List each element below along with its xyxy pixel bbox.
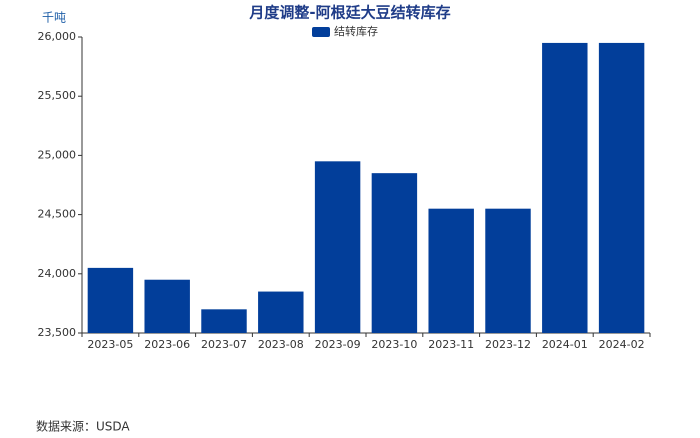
bar bbox=[598, 42, 645, 334]
source: 数据来源：USDA bbox=[36, 419, 130, 434]
x-tick-label: 2023-12 bbox=[485, 338, 531, 351]
bar bbox=[314, 161, 361, 333]
bar bbox=[428, 208, 474, 333]
chart-title: 月度调整-阿根廷大豆结转库存 bbox=[248, 4, 450, 22]
x-tick-label: 2023-09 bbox=[315, 338, 361, 351]
x-tick-label: 2023-06 bbox=[144, 338, 190, 351]
bar bbox=[144, 279, 190, 333]
legend-swatch bbox=[312, 27, 330, 37]
x-tick-label: 2023-07 bbox=[201, 338, 247, 351]
y-tick-label: 25,000 bbox=[38, 148, 77, 161]
bar bbox=[201, 309, 247, 333]
bar bbox=[371, 173, 418, 333]
y-tick-label: 25,500 bbox=[38, 89, 77, 102]
unit-label: 千吨 bbox=[42, 11, 66, 25]
y-tick-label: 26,000 bbox=[38, 30, 77, 43]
y-tick-label: 23,500 bbox=[38, 326, 77, 339]
x-tick-label: 2023-05 bbox=[87, 338, 133, 351]
x-tick-label: 2024-02 bbox=[599, 338, 645, 351]
bar bbox=[258, 291, 304, 333]
bar bbox=[87, 267, 134, 333]
y-tick-label: 24,500 bbox=[38, 208, 77, 221]
x-tick-label: 2023-11 bbox=[428, 338, 474, 351]
bar bbox=[485, 208, 531, 333]
legend-label: 结转库存 bbox=[334, 24, 378, 38]
y-tick-label: 24,000 bbox=[38, 267, 77, 280]
bar bbox=[542, 42, 588, 334]
x-tick-label: 2023-10 bbox=[371, 338, 417, 351]
x-tick-label: 2024-01 bbox=[542, 338, 588, 351]
x-tick-label: 2023-08 bbox=[258, 338, 304, 351]
